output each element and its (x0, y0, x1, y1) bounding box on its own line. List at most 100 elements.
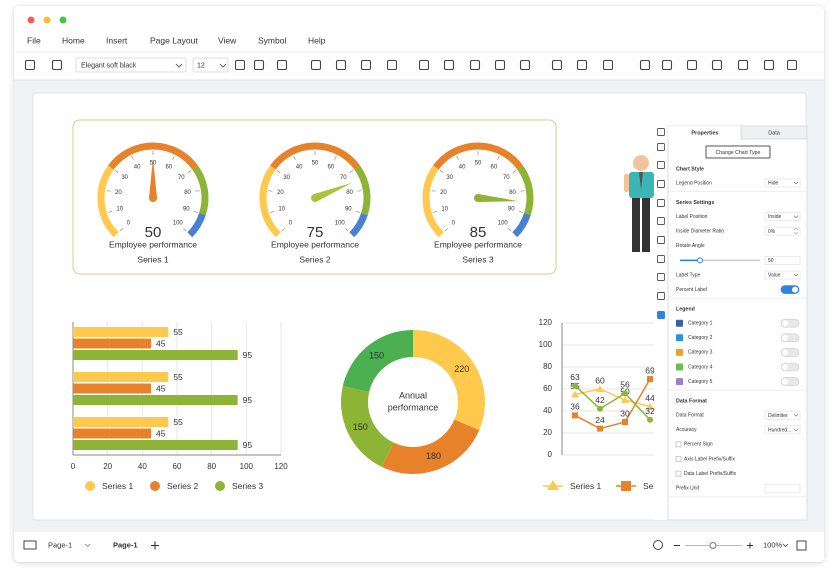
menu-item[interactable]: Symbol (258, 35, 286, 45)
gauge-band (349, 212, 368, 238)
fit-icon[interactable] (796, 540, 807, 551)
add-page[interactable] (151, 541, 159, 550)
minimize-button[interactable] (43, 16, 51, 24)
menu-item[interactable]: Page Layout (150, 35, 198, 45)
rail-icon[interactable] (657, 199, 665, 207)
gauge-tick (131, 155, 134, 160)
legend-swatch (676, 363, 683, 371)
legend-label[interactable]: Series 2 (167, 481, 198, 491)
close-button[interactable] (27, 16, 35, 24)
donut-title: Annual (399, 390, 427, 400)
tab-inactive[interactable] (740, 125, 808, 140)
rail-icon[interactable] (657, 236, 665, 244)
select[interactable] (764, 212, 801, 221)
play-button[interactable] (653, 540, 663, 550)
menu-item[interactable]: View (218, 35, 237, 45)
button-label[interactable]: Change Chart Type (716, 150, 761, 156)
toolbar-icon[interactable] (310, 59, 322, 71)
zoom-level[interactable]: 100% (763, 540, 783, 549)
page-tab[interactable]: Page-1 (113, 540, 138, 549)
marker (622, 390, 628, 397)
gauge-tick (439, 170, 444, 174)
toolbar-icon[interactable] (418, 59, 430, 71)
menu-item[interactable]: Insert (106, 35, 128, 45)
toolbar-icon[interactable] (443, 59, 455, 71)
toolbar-icon[interactable] (253, 59, 265, 71)
toolbar-icon[interactable] (335, 59, 347, 71)
gauge-tick (106, 190, 111, 192)
toolbar-icon[interactable] (234, 59, 246, 71)
select[interactable] (764, 270, 801, 280)
menu-item[interactable]: File (27, 35, 41, 45)
menu-item[interactable]: Home (62, 35, 85, 45)
rail-icon[interactable] (657, 311, 665, 319)
y-tick-label: 0 (548, 450, 553, 459)
gauge-tick (431, 190, 436, 192)
toolbar-icon[interactable] (661, 59, 673, 71)
toolbar-icon[interactable] (576, 59, 588, 71)
toolbar-icon[interactable] (711, 59, 723, 71)
toolbar-icon[interactable] (551, 59, 563, 71)
button[interactable] (705, 145, 771, 159)
size-select[interactable] (192, 57, 229, 73)
page-view-icon[interactable] (23, 540, 37, 550)
donut-label: 180 (426, 451, 441, 461)
select[interactable] (764, 178, 801, 188)
rail-icon[interactable] (657, 217, 665, 225)
maximize-button[interactable] (59, 16, 67, 24)
toolbar-icon[interactable] (51, 59, 63, 71)
toolbar-icon[interactable] (686, 59, 698, 71)
toolbar-icon[interactable] (360, 59, 372, 71)
toolbar-icon[interactable] (763, 59, 775, 71)
gauge-tick (345, 228, 349, 232)
rail-icon[interactable] (657, 255, 665, 263)
zoom-in[interactable] (747, 542, 753, 549)
toolbar-icon[interactable] (386, 59, 398, 71)
page-select[interactable]: Page-1 (48, 540, 72, 549)
rail-icon[interactable] (657, 128, 665, 136)
legend-label[interactable]: Series 3 (232, 481, 263, 491)
bar-value-label: 45 (156, 383, 166, 393)
font-select[interactable] (75, 57, 187, 73)
gauge-tick-label: 50 (475, 161, 482, 167)
toolbar-icon[interactable] (469, 59, 481, 71)
gauge-band (97, 165, 119, 238)
menu-item[interactable]: Help (308, 35, 326, 45)
gauge-band (354, 165, 371, 216)
toolbar-icon[interactable] (24, 59, 36, 71)
x-tick-label: 80 (207, 462, 216, 471)
rail-icon[interactable] (657, 292, 665, 300)
gauge-tick (497, 155, 500, 160)
tab-label[interactable]: Data (768, 130, 781, 136)
x-tick-label: 120 (274, 462, 288, 471)
slider-knob[interactable] (697, 257, 703, 264)
legend-label[interactable]: Series 1 (570, 481, 601, 491)
toolbar-icon[interactable] (494, 59, 506, 71)
checkbox[interactable] (675, 470, 682, 477)
legend-label[interactable]: Series 1 (102, 481, 133, 491)
zoom-knob[interactable] (709, 542, 717, 549)
tab-active[interactable] (668, 126, 741, 139)
toolbar-icon[interactable] (276, 59, 288, 71)
rail-icon[interactable] (657, 180, 665, 188)
legend-swatch (676, 348, 683, 356)
point-label: 69 (645, 365, 655, 375)
gauge-tick-label: 40 (459, 164, 466, 170)
gauge-needle (477, 194, 518, 202)
marker (571, 390, 579, 398)
select[interactable] (764, 425, 801, 435)
toolbar-icon[interactable] (639, 59, 651, 71)
tab-label[interactable]: Properties (691, 130, 718, 136)
toolbar-icon[interactable] (786, 59, 798, 71)
rail-icon[interactable] (657, 273, 665, 281)
bar (73, 428, 151, 439)
slider-input[interactable] (764, 256, 801, 265)
rail-icon[interactable] (657, 143, 665, 151)
text-input[interactable] (764, 483, 801, 493)
toolbar-icon[interactable] (737, 59, 749, 71)
toolbar-icon[interactable] (519, 59, 531, 71)
select[interactable] (764, 410, 801, 420)
rail-icon[interactable] (657, 161, 665, 169)
toolbar-icon[interactable] (602, 59, 614, 71)
spin[interactable] (764, 226, 801, 236)
